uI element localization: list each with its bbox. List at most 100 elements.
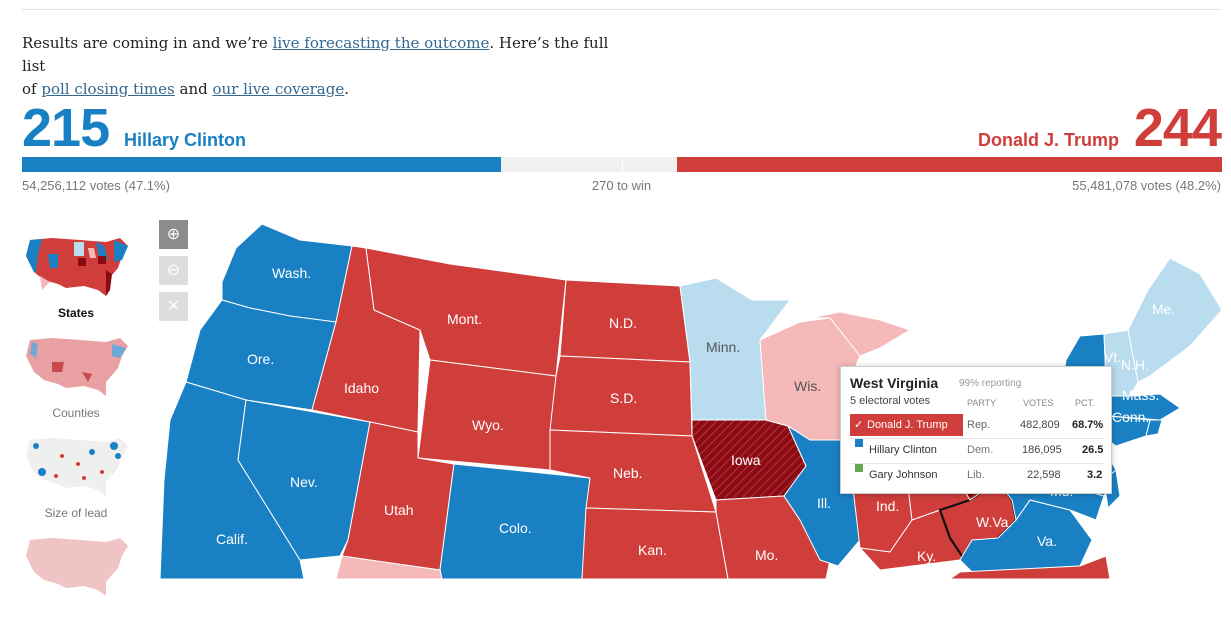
label-utah: Utah	[384, 502, 414, 518]
tooltip-header-party: PARTY	[967, 398, 997, 408]
tooltip-electoral-votes: 5 electoral votes	[850, 395, 931, 407]
poll-closing-times-link[interactable]: poll closing times	[41, 80, 175, 98]
view-size-of-lead[interactable]: Size of lead	[22, 432, 130, 520]
state-labels: Wash. Ore. Calif. Nev. Idaho Mont. Wyo. …	[216, 265, 1175, 564]
live-coverage-link[interactable]: our live coverage	[212, 80, 345, 98]
label-ky: Ky.	[917, 548, 936, 564]
clinton-name: Hillary Clinton	[124, 130, 247, 150]
candidate-pct: 26.5	[1082, 444, 1104, 456]
tooltip-row-clinton: Hillary Clinton Dem. 186,095 26.5	[850, 439, 1104, 461]
label-ore: Ore.	[247, 351, 274, 367]
intro-text: Results are coming in and we’re live for…	[22, 32, 622, 101]
trump-name: Donald J. Trump	[977, 130, 1119, 150]
label-ill: Ill.	[817, 495, 831, 511]
label-kan: Kan.	[638, 542, 667, 558]
label-conn: Conn.	[1112, 409, 1149, 425]
state-michigan-up[interactable]	[809, 311, 912, 357]
states-thumbnail-icon	[26, 238, 128, 296]
label-va: Va.	[1037, 533, 1057, 549]
label-nh: N.H.	[1121, 357, 1149, 373]
state-wyoming[interactable]	[417, 359, 557, 471]
label-calif: Calif.	[216, 531, 248, 547]
label-me: Me.	[1152, 301, 1175, 317]
clinton-popular-vote: 54,256,112 votes (47.1%)	[22, 178, 170, 193]
close-icon: ✕	[166, 298, 181, 315]
label-idaho: Idaho	[344, 380, 379, 396]
tooltip-state-name: West Virginia	[850, 375, 939, 391]
label-mass: Mass.	[1122, 387, 1159, 403]
candidate-votes: 186,095	[1022, 444, 1062, 456]
check-icon: ✓	[854, 419, 864, 431]
electoral-bar-270-tick	[622, 157, 623, 172]
label-wis: Wis.	[794, 378, 821, 394]
label-wva: W.Va.	[976, 514, 1012, 530]
to-win-label: 270 to win	[591, 178, 652, 193]
label-nev: Nev.	[290, 474, 318, 490]
state-arizona[interactable]	[335, 555, 443, 579]
view-states[interactable]: States	[22, 232, 130, 320]
tooltip-header-votes: VOTES	[1023, 398, 1054, 408]
label-wyo: Wyo.	[472, 417, 504, 433]
intro-text-part: Results are coming in and we’re	[22, 34, 273, 52]
top-divider	[22, 9, 1221, 10]
live-forecast-link[interactable]: live forecasting the outcome	[272, 34, 490, 52]
tooltip-row-johnson: Gary Johnson Lib. 22,598 3.2	[850, 464, 1104, 486]
label-mont: Mont.	[447, 311, 482, 327]
shift-thumbnail-icon	[26, 538, 128, 596]
tooltip-row-bg	[1002, 414, 1104, 436]
tooltip-row-trump: ✓ Donald J. Trump Rep. 482,809 68.7%	[850, 414, 1104, 436]
view-counties[interactable]: Counties	[22, 332, 130, 420]
candidate-party: Rep.	[963, 414, 1007, 436]
zoom-in-button[interactable]: ⊕	[159, 220, 188, 249]
candidate-party: Lib.	[967, 469, 985, 481]
clinton-electoral-count: 215	[22, 98, 110, 158]
label-sd: S.D.	[610, 390, 637, 406]
state-virginia[interactable]	[959, 499, 1093, 573]
electoral-bar-dem	[22, 157, 501, 172]
johnson-swatch	[855, 464, 863, 472]
intro-text-part: . Here’s the full list	[22, 34, 609, 75]
intro-text-part: and	[174, 80, 213, 98]
view-states-label: States	[57, 306, 95, 320]
state-colorado[interactable]	[439, 463, 591, 579]
reset-zoom-button[interactable]: ✕	[159, 292, 188, 321]
intro-text-part: of	[22, 80, 42, 98]
state-kansas[interactable]	[581, 507, 729, 579]
intro-text-part: .	[344, 80, 349, 98]
label-mo: Mo.	[755, 547, 778, 563]
candidate-pct: 68.7%	[1072, 419, 1104, 431]
size-of-lead-thumbnail-icon	[26, 438, 128, 496]
label-wash: Wash.	[272, 265, 311, 281]
candidate-name: Hillary Clinton	[869, 444, 937, 456]
label-ind: Ind.	[876, 498, 899, 514]
tooltip-reporting: 99% reporting	[959, 378, 1022, 389]
label-minn: Minn.	[706, 339, 740, 355]
view-counties-label: Counties	[52, 406, 100, 420]
label-colo: Colo.	[499, 520, 532, 536]
label-iowa: Iowa	[731, 452, 761, 468]
tooltip-divider	[850, 438, 1104, 439]
tooltip-divider	[850, 463, 1104, 464]
candidate-pct: 3.2	[1087, 469, 1103, 481]
zoom-in-icon: ⊕	[166, 226, 181, 243]
state-north-carolina[interactable]	[949, 555, 1111, 579]
state-results-tooltip: West Virginia 99% reporting 5 electoral …	[840, 366, 1112, 494]
label-nd: N.D.	[609, 315, 637, 331]
candidate-votes: 482,809	[1020, 419, 1060, 431]
label-neb: Neb.	[613, 465, 643, 481]
label-vt: Vt.	[1104, 349, 1121, 365]
view-thumbnail-partial[interactable]	[22, 532, 130, 598]
tooltip-header-pct: PCT.	[1075, 398, 1095, 408]
candidate-votes: 22,598	[1027, 469, 1061, 481]
view-selector: States Counties Size of lead	[22, 232, 132, 632]
view-size-of-lead-label: Size of lead	[44, 506, 108, 520]
zoom-out-button[interactable]: ⊖	[159, 256, 188, 285]
trump-popular-vote: 55,481,078 votes (48.2%)	[1072, 178, 1221, 193]
zoom-out-icon: ⊖	[166, 262, 181, 279]
candidate-name: Donald J. Trump	[867, 419, 948, 431]
state-rhode-island[interactable]	[1145, 419, 1163, 437]
state-maine[interactable]	[1127, 257, 1223, 383]
candidate-name: Gary Johnson	[869, 469, 938, 481]
electoral-bar	[22, 157, 1222, 172]
electoral-bar-rep	[677, 157, 1222, 172]
